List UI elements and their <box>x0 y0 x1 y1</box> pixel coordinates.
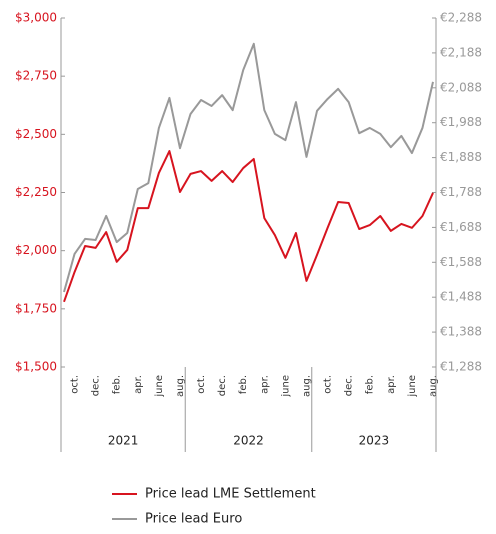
x-tick-label: aug. <box>175 375 186 397</box>
y2-tick-label: €1,588 <box>440 255 482 269</box>
group-label: 2023 <box>359 434 390 448</box>
group-label: 2021 <box>108 434 139 448</box>
x-tick-label: aug. <box>428 375 439 397</box>
legend-label: Price lead Euro <box>145 512 242 527</box>
y-tick-label: $2,750 <box>15 69 57 83</box>
x-tick-label: apr. <box>133 375 144 394</box>
y-tick-label: $3,000 <box>15 11 57 25</box>
y2-tick-label: €2,288 <box>440 11 482 25</box>
y2-tick-label: €1,788 <box>440 185 482 199</box>
y2-tick-label: €1,388 <box>440 325 482 339</box>
group-label: 2022 <box>233 434 264 448</box>
y2-tick-label: €1,888 <box>440 150 482 164</box>
x-tick-label: june <box>407 375 418 398</box>
x-tick-label: apr. <box>386 375 397 394</box>
x-tick-label: apr. <box>259 375 270 394</box>
series-line <box>63 150 434 303</box>
x-tick-label: oct. <box>323 375 334 394</box>
y2-tick-label: €2,088 <box>440 80 482 94</box>
x-tick-label: dec. <box>91 375 102 396</box>
x-tick-label: feb. <box>365 375 376 394</box>
series-line <box>63 42 434 293</box>
y-tick-label: $2,250 <box>15 185 57 199</box>
x-tick-label: june <box>154 375 165 398</box>
x-tick-label: feb. <box>238 375 249 394</box>
y2-tick-label: €1,988 <box>440 115 482 129</box>
x-tick-label: oct. <box>70 375 81 394</box>
y2-tick-label: €1,688 <box>440 220 482 234</box>
x-tick-label: feb. <box>112 375 123 394</box>
x-tick-label: aug. <box>301 375 312 397</box>
y-tick-label: $1,750 <box>15 301 57 315</box>
y-tick-label: $2,000 <box>15 243 57 257</box>
y2-tick-label: €1,488 <box>440 290 482 304</box>
legend-label: Price lead LME Settlement <box>145 487 316 502</box>
y2-tick-label: €1,288 <box>440 360 482 374</box>
y2-tick-label: €2,188 <box>440 45 482 59</box>
x-tick-label: oct. <box>196 375 207 394</box>
y-tick-label: $1,500 <box>15 360 57 374</box>
x-tick-label: dec. <box>344 375 355 396</box>
x-tick-label: june <box>280 375 291 398</box>
x-tick-label: dec. <box>217 375 228 396</box>
y-tick-label: $2,500 <box>15 127 57 141</box>
